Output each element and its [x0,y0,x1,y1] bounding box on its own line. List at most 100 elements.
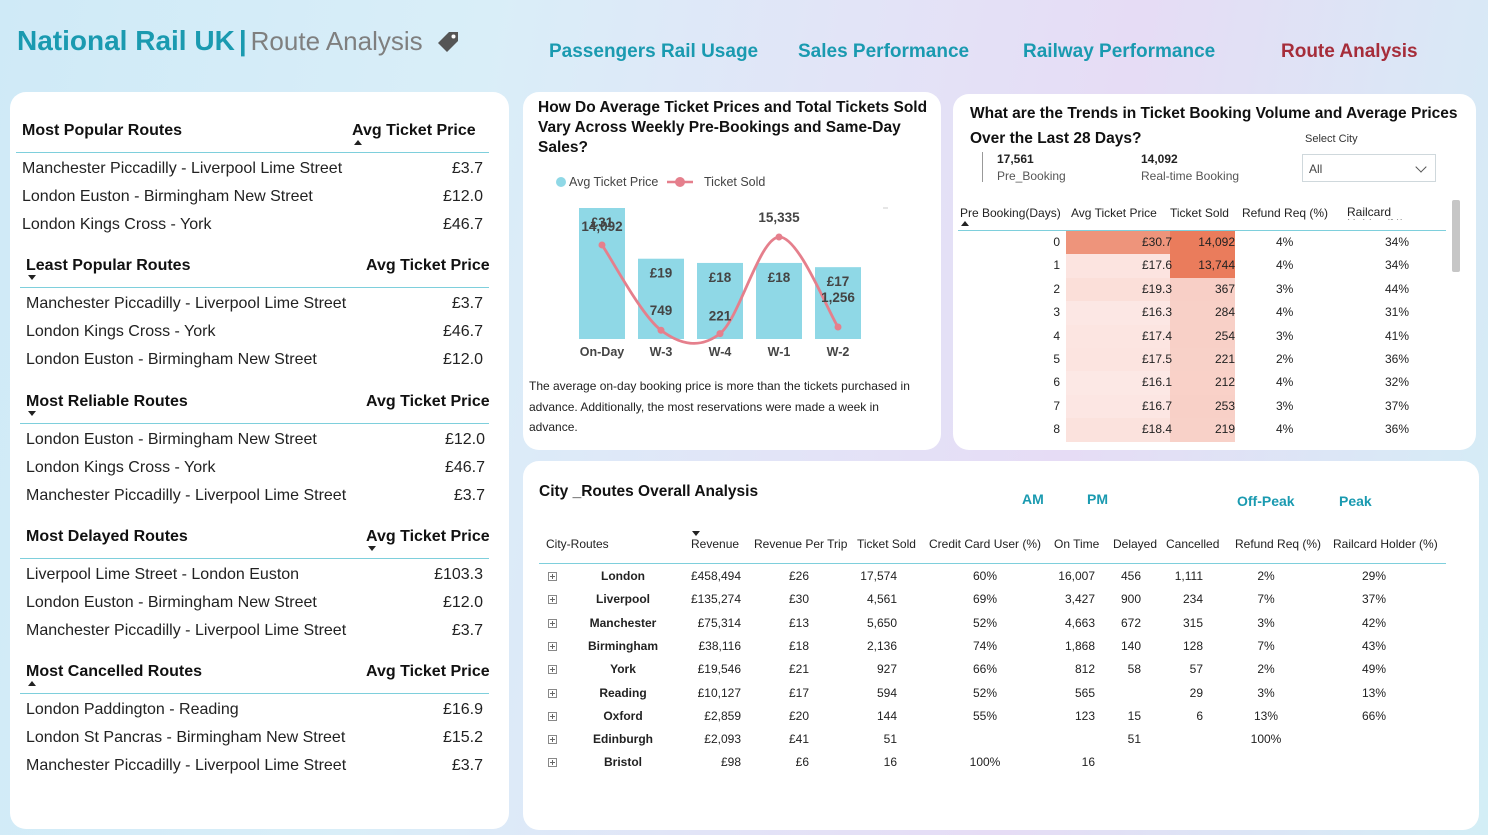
avg-ticket-price-header[interactable]: Avg Ticket Price [366,528,490,545]
nav-sales-performance[interactable]: Sales Performance [798,41,970,62]
avg-ticket-price-header[interactable]: Avg Ticket Price [366,257,490,274]
city-table-header[interactable]: Ticket Sold [857,537,916,551]
route-rankings-card: Most Popular Routes Avg Ticket Price Manch… [10,92,509,829]
expand-icon[interactable] [548,572,557,581]
city-name[interactable]: Reading [599,685,647,700]
city-name[interactable]: Manchester [589,615,657,630]
trend-cell-sold: 284 [1214,305,1235,320]
line-value-label: 14,092 [581,219,622,234]
city-cell: 42% [1361,615,1387,630]
city-cell: £30 [788,592,809,607]
section-divider [20,287,489,288]
city-name[interactable]: Bristol [603,755,642,770]
expand-icon[interactable] [548,711,557,721]
bar-w-3[interactable] [638,258,684,339]
city-cell: 4,561 [866,592,897,607]
nav-railway-performance[interactable]: Railway Performance [1023,41,1216,62]
city-name[interactable]: York [610,662,636,677]
ticket-sold-point[interactable] [775,233,783,241]
trend-cell-price: £19.3 [1141,281,1172,296]
slicer-peak[interactable]: Peak [1339,493,1372,509]
route-name: Manchester Piccadilly - Liverpool Lime S… [26,487,347,504]
city-cell: 13% [1361,685,1387,700]
city-cell: 3% [1257,685,1275,700]
ticket-sold-point[interactable] [598,241,606,249]
city-cell: £19,546 [697,662,741,677]
city-table-header[interactable]: City-Routes [546,537,609,551]
select-city-dropdown[interactable]: All [1302,154,1436,182]
city-table-header[interactable]: Credit Card User (%) [929,537,1042,551]
route-price: £46.7 [442,323,483,340]
route-price: £12.0 [442,594,483,611]
bar-on-day[interactable] [579,208,625,339]
trend-header[interactable]: Railcard Holder (%) [1347,206,1404,220]
trend-table-scrollbar[interactable] [1452,200,1460,272]
city-table-header[interactable]: On Time [1054,537,1100,551]
expand-icon[interactable] [548,735,557,745]
city-cell: 3,427 [1064,592,1095,607]
city-name[interactable]: London [601,569,645,583]
avg-ticket-price-header[interactable]: Avg Ticket Price [366,393,490,410]
city-cell: 60% [972,569,998,583]
avg-ticket-price-header[interactable]: Avg Ticket Price [366,663,490,680]
trend-cell-refund: 4% [1276,305,1294,320]
sort-ascending-icon[interactable] [28,681,36,686]
city-cell: £6 [795,755,809,770]
bar-w-4[interactable] [697,262,743,339]
city-cell: 144 [876,708,897,723]
line-value-label: 1,256 [821,290,855,305]
route-price: £103.3 [434,566,483,583]
sort-descending-icon[interactable] [368,546,376,551]
city-cell: 69% [972,592,998,607]
select-city-value: All [1309,162,1323,176]
city-cell: £135,274 [690,592,741,607]
expand-icon[interactable] [548,688,557,698]
sort-descending-icon[interactable] [28,275,36,280]
city-table-header[interactable]: Railcard Holder (%) [1333,537,1438,551]
nav-passengers-rail-usage[interactable]: Passengers Rail Usage [549,41,759,62]
ticket-sold-point[interactable] [834,323,842,331]
trend-header[interactable]: Avg Ticket Price [1071,206,1157,220]
expand-icon[interactable] [548,758,557,768]
ticket-sold-point[interactable] [657,326,665,334]
sort-descending-icon[interactable] [28,411,36,416]
trend-header[interactable]: Refund Req (%) [1242,206,1329,220]
trend-header[interactable]: Pre Booking(Days) [960,206,1061,220]
trend-header-divider [958,230,1446,231]
city-table-header[interactable]: Revenue [691,537,740,551]
nav-route-analysis[interactable]: Route Analysis [1281,41,1418,62]
expand-icon[interactable] [548,595,557,605]
city-cell: 128 [1182,638,1203,653]
city-table-header[interactable]: Refund Req (%) [1235,537,1322,551]
sort-descending-icon[interactable] [692,531,700,536]
expand-icon[interactable] [548,618,557,628]
trend-cell-refund: 3% [1276,328,1294,343]
sort-ascending-icon[interactable] [354,140,362,145]
trend-header[interactable]: Ticket Sold [1170,206,1229,220]
slicer-pm[interactable]: PM [1087,491,1108,507]
avg-ticket-price-header[interactable]: Avg Ticket Price [352,122,476,139]
city-name[interactable]: Birmingham [587,638,658,653]
city-table-header[interactable]: Revenue Per Trip [754,537,848,551]
slicer-am[interactable]: AM [1022,491,1044,507]
city-name[interactable]: Edinburgh [593,732,653,747]
bar-w-1[interactable] [756,262,802,339]
sold-heat-cell [1170,418,1235,442]
trend-cell-day: 7 [1053,398,1060,413]
city-table-header[interactable]: Cancelled [1166,537,1220,551]
sort-ascending-icon[interactable] [961,221,969,226]
city-cell: 55% [972,708,998,723]
ticket-sold-point[interactable] [716,330,724,338]
city-cell: 5,650 [866,615,897,630]
city-name[interactable]: Oxford [603,708,643,723]
x-tick-label: W-3 [650,345,673,359]
city-cell: 16 [1081,755,1095,770]
city-cell: 58 [1127,662,1141,677]
expand-icon[interactable] [548,665,557,675]
expand-icon[interactable] [548,641,557,651]
city-table-header[interactable]: Delayed [1113,537,1158,551]
trend-cell-day: 8 [1053,422,1060,437]
city-name[interactable]: Liverpool [595,592,650,607]
brand-title: National Rail UK [17,25,235,56]
slicer-off-peak[interactable]: Off-Peak [1237,493,1295,509]
